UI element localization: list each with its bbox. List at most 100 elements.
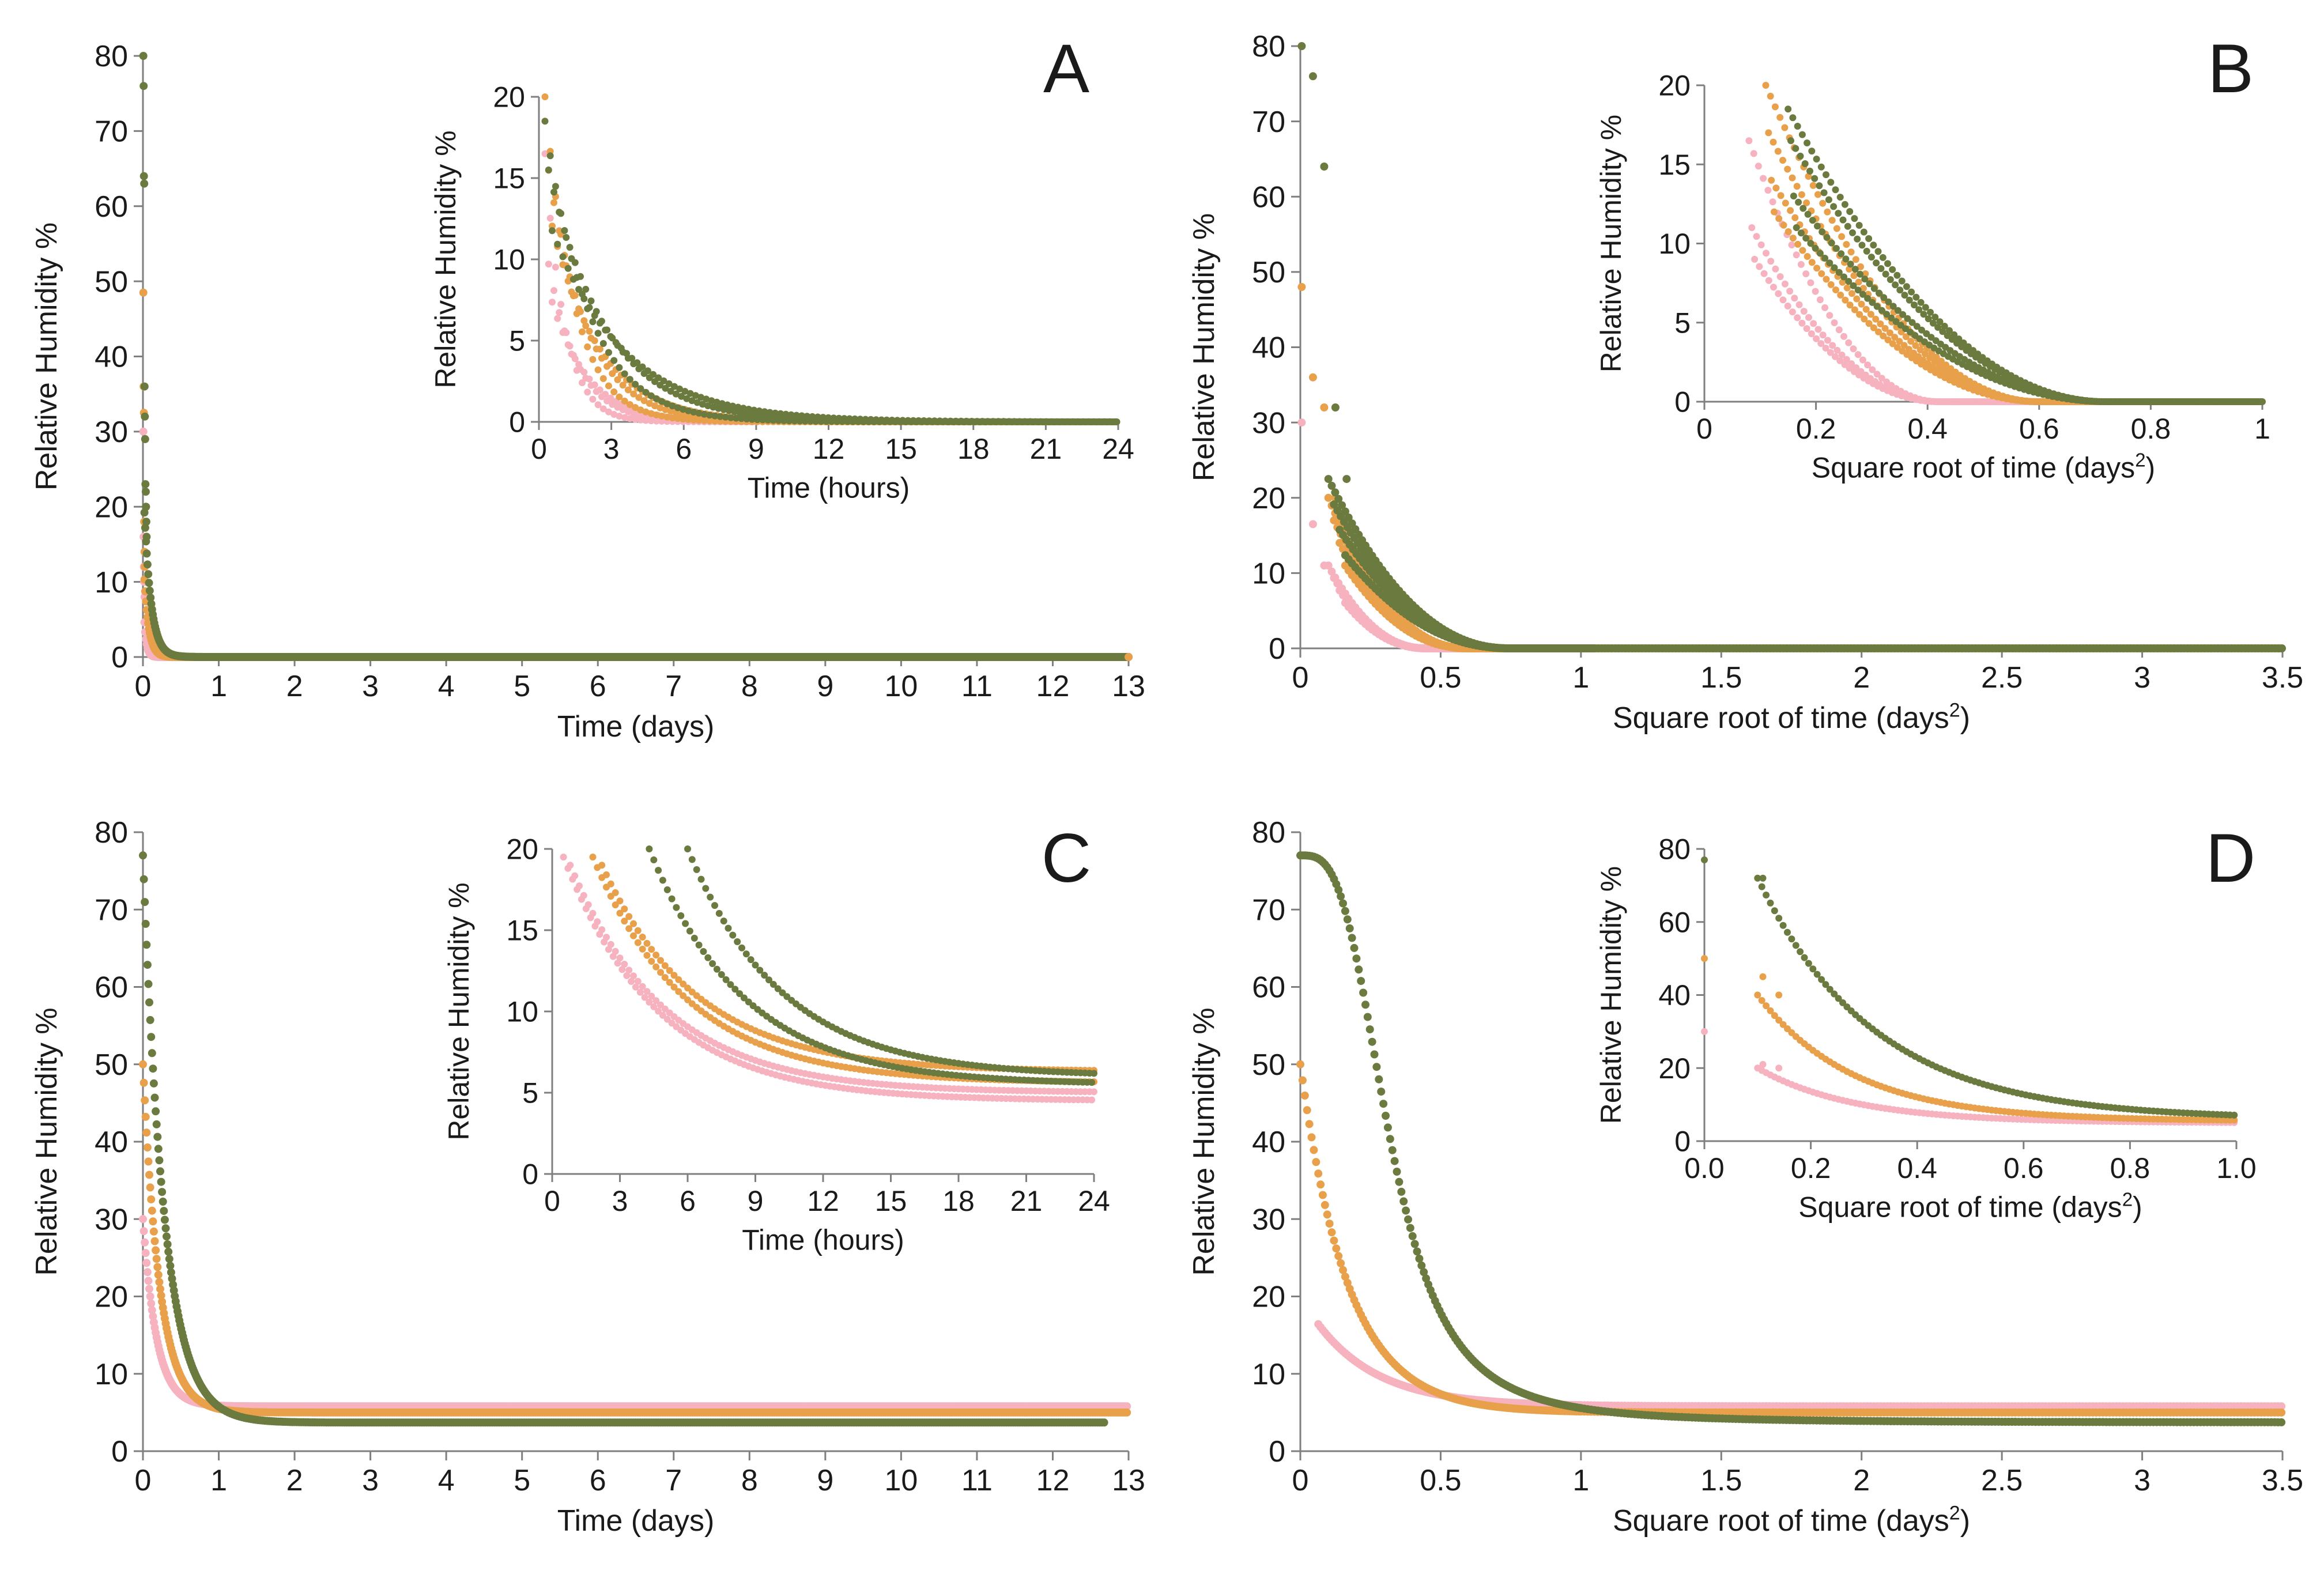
inset-data-point <box>554 240 561 248</box>
inset-data-point <box>577 273 584 280</box>
inset-data-point <box>589 395 597 403</box>
inset-data-point <box>1831 319 1838 326</box>
inset-data-point <box>596 386 603 394</box>
x-tick-label: 0.2 <box>1796 413 1836 445</box>
y-tick-label: 5 <box>509 325 525 357</box>
y-tick-label: 40 <box>1252 331 1285 365</box>
x-tick-label: 0 <box>1292 661 1309 694</box>
inset-data-point <box>586 375 593 383</box>
data-point <box>145 579 153 587</box>
data-point <box>2278 644 2286 652</box>
data-point <box>143 560 152 569</box>
data-point <box>141 412 149 421</box>
y-tick-label: 0 <box>111 641 128 674</box>
y-tick-label: 10 <box>493 244 525 276</box>
x-tick-label: 8 <box>741 670 758 703</box>
x-axis-label-superscript: 2 <box>2135 450 2145 471</box>
data-point <box>1320 403 1329 411</box>
inset-data-point <box>589 318 597 326</box>
inset-data-point <box>575 305 583 312</box>
x-axis-label-superscript: 2 <box>1949 699 1960 721</box>
inset-data-point <box>571 259 579 266</box>
inset-data-point <box>586 327 593 335</box>
y-tick-label: 5 <box>1674 307 1691 339</box>
data-point <box>140 179 149 188</box>
inset-data-point <box>587 297 595 305</box>
inset-data-point <box>1788 241 1795 248</box>
y-tick-label: 20 <box>493 81 525 114</box>
inset-data-point <box>610 388 618 395</box>
inset-data-point <box>556 309 563 316</box>
x-tick-label: 1 <box>1572 661 1589 694</box>
inset-data-point <box>594 366 602 373</box>
data-point <box>1297 42 1306 50</box>
data-point <box>140 508 149 517</box>
x-tick-label: 3.5 <box>2262 661 2303 694</box>
inset-data-point <box>1835 326 1843 334</box>
x-tick-label: 0 <box>135 670 152 703</box>
x-tick-label: 5 <box>514 670 530 703</box>
data-point-end <box>1125 653 1133 661</box>
inset-data-point <box>621 370 628 377</box>
data-point <box>141 480 150 489</box>
inset-data-point <box>602 326 609 334</box>
x-tick-label: 0.8 <box>2131 413 2171 445</box>
inset-data-point <box>1750 150 1757 157</box>
inset-data-point <box>549 227 556 235</box>
y-axis-label: Relative Humidity % <box>1187 213 1221 481</box>
inset-data-point <box>616 364 623 371</box>
x-tick-label: 3 <box>362 670 379 703</box>
data-point <box>1330 516 1338 524</box>
inset-data-point <box>591 312 598 319</box>
panel-A: 0 1 2 3 4 5 6 7 8 9 10 11 12 1301020304050607080Time … <box>30 30 1145 743</box>
inset-data-point <box>580 295 588 303</box>
inset-data-point <box>626 376 633 383</box>
data-point <box>139 427 148 436</box>
inset-data-point <box>582 285 590 293</box>
inset-data-point <box>1859 356 1866 364</box>
data-point <box>140 382 149 391</box>
y-tick-label: 40 <box>95 341 128 374</box>
inset-data-point <box>1797 260 1805 268</box>
y-tick-label: 60 <box>95 190 128 224</box>
data-point <box>1297 283 1306 291</box>
inset-data-point <box>569 292 577 300</box>
y-tick-label: 0 <box>1674 386 1691 418</box>
y-axis-label: Relative Humidity % <box>1595 115 1627 372</box>
data-point <box>141 435 149 443</box>
inset-data-point <box>563 234 570 241</box>
inset-data-point <box>605 349 612 356</box>
inset-data-point <box>579 328 586 335</box>
inset-data-point <box>559 329 567 336</box>
y-tick-label: 70 <box>95 115 128 149</box>
inset-data-point <box>1807 279 1814 286</box>
data-point <box>1331 403 1340 411</box>
y-tick-label: 15 <box>493 163 525 195</box>
inset-data-point <box>1802 270 1810 278</box>
data-point <box>141 488 150 496</box>
x-tick-label: 10 <box>884 670 918 703</box>
inset-data-point <box>607 333 614 340</box>
x-axis-label: Square root of time (days2) <box>1812 450 2155 484</box>
data-point <box>141 523 149 532</box>
inset-data-point <box>569 352 577 359</box>
x-tick-label: 1 <box>210 670 227 703</box>
inset-data-point <box>564 265 572 272</box>
x-tick-label: 3 <box>2134 661 2151 694</box>
data-point <box>1297 418 1306 427</box>
y-tick-label: 80 <box>1252 30 1285 63</box>
y-tick-label: 10 <box>1658 228 1691 260</box>
inset-data-point <box>1850 345 1857 353</box>
x-tick-label: 0.6 <box>2019 413 2059 445</box>
x-tick-label: 3 <box>603 433 620 465</box>
inset-data-point <box>596 319 603 327</box>
x-tick-label: 4 <box>438 670 455 703</box>
inset-data-point <box>586 304 593 311</box>
x-tick-label: 0 <box>531 433 547 465</box>
inset-data-point <box>1755 163 1762 170</box>
data-point <box>1320 163 1329 171</box>
inset-data-point <box>580 317 588 324</box>
inset-data-point <box>1840 333 1847 340</box>
y-tick-label: 0 <box>509 406 525 439</box>
inset-data-point <box>580 368 588 376</box>
